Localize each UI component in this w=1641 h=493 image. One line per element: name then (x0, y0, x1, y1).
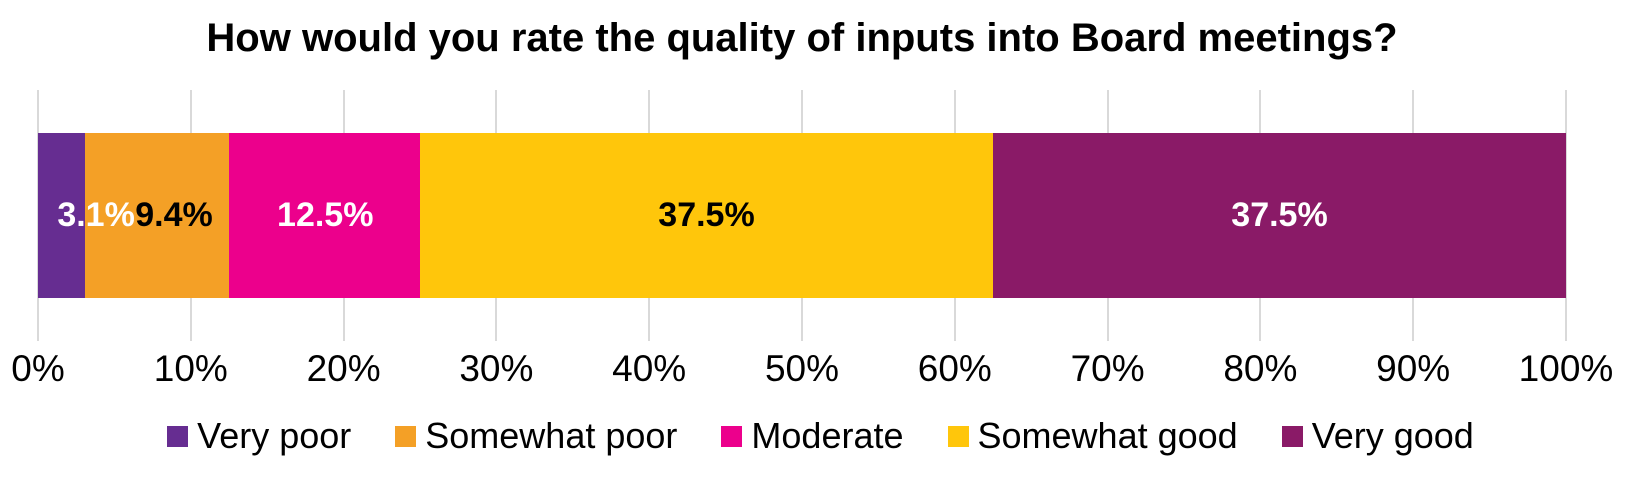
bar-segment-very-good (992, 133, 1566, 298)
gridline (1565, 90, 1567, 341)
legend-item-somewhat-good: Somewhat good (947, 415, 1238, 457)
x-tick-label: 30% (459, 348, 534, 389)
legend: Very poor Somewhat poor Moderate Somewhat g… (0, 406, 1641, 466)
legend-swatch-icon (947, 425, 969, 447)
stacked-bar (38, 133, 1566, 298)
legend-label: Somewhat good (977, 415, 1238, 456)
x-tick-label: 100% (1518, 348, 1614, 389)
legend-label: Moderate (751, 415, 904, 456)
data-label: 9.4% (135, 196, 213, 234)
data-label: 3.1% (57, 196, 135, 234)
x-tick-label: 70% (1070, 348, 1145, 389)
x-axis: 0% 10% 20% 30% 40% 50% 60% 70% 80% 90% 100% (11, 348, 1613, 396)
plot-area: 3.1% 9.4% 12.5% 37.5% 37.5% (37, 90, 1567, 341)
data-label: 37.5% (1231, 196, 1328, 234)
legend-item-somewhat-poor: Somewhat poor (395, 415, 677, 457)
legend-label: Very good (1311, 415, 1474, 456)
bar-segment-moderate (228, 133, 420, 298)
chart-title: How would you rate the quality of inputs… (206, 16, 1398, 60)
legend-swatch-icon (395, 425, 417, 447)
legend-swatch-icon (167, 425, 189, 447)
legend-item-moderate: Moderate (721, 415, 904, 457)
legend-item-very-poor: Very poor (167, 415, 351, 457)
x-tick-label: 40% (612, 348, 687, 389)
x-tick-label: 20% (306, 348, 381, 389)
x-tick-label: 80% (1223, 348, 1298, 389)
legend-swatch-icon (1281, 425, 1303, 447)
x-tick-label: 10% (153, 348, 228, 389)
x-tick-label: 50% (764, 348, 840, 389)
data-label: 37.5% (658, 196, 755, 234)
legend-label: Somewhat poor (425, 415, 678, 456)
x-tick-label: 90% (1376, 348, 1451, 389)
legend-item-very-good: Very good (1281, 415, 1474, 457)
legend-swatch-icon (721, 425, 743, 447)
x-tick-label: 0% (11, 348, 65, 389)
bar-segment-somewhat-poor (85, 133, 229, 298)
bar-segment-somewhat-good (419, 133, 993, 298)
legend-label: Very poor (197, 415, 352, 456)
bar-segment-very-poor (38, 133, 86, 298)
data-label: 12.5% (277, 196, 374, 234)
x-tick-label: 60% (917, 348, 992, 389)
